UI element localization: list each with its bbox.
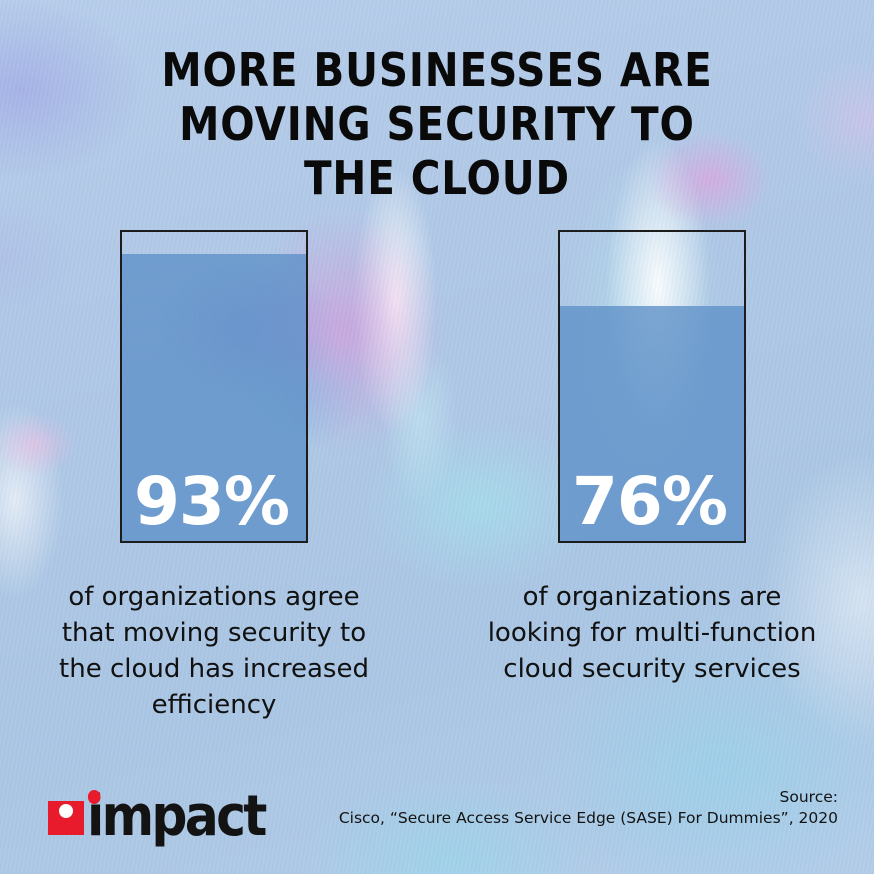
impact-logo-square-icon <box>48 801 84 835</box>
caption-left-line-2: that moving security to <box>61 617 367 648</box>
bar-organizations-looking: 76% <box>558 230 746 543</box>
page-title-line-1: MORE BUSINESSES ARE <box>161 43 713 97</box>
bar-organizations-agree: 93% <box>120 230 308 543</box>
bar-fill-76 <box>560 306 744 541</box>
caption-right: of organizations are looking for multi-f… <box>442 580 862 688</box>
source-attribution: Source: Cisco, “Secure Access Service Ed… <box>339 787 838 829</box>
impact-logo: impact <box>48 789 284 845</box>
source-label: Source: <box>779 788 838 806</box>
caption-left-line-1: of organizations agree <box>68 582 360 612</box>
caption-right-line-2: looking for multi-function <box>487 617 817 648</box>
source-citation: Cisco, “Secure Access Service Edge (SASE… <box>338 808 838 827</box>
caption-right-line-3: cloud security services <box>503 653 801 684</box>
bar-value-label-93: 93% <box>134 463 290 541</box>
impact-logo-square-dot <box>59 804 73 818</box>
caption-left-line-3: the cloud has increased <box>59 653 369 684</box>
page-title-line-2: MOVING SECURITY TO <box>179 96 695 151</box>
impact-logo-i-dot <box>87 790 101 804</box>
caption-left: of organizations agree that moving secur… <box>4 580 424 724</box>
bar-fill-93 <box>122 253 306 541</box>
bar-value-label-76: 76% <box>572 463 728 541</box>
impact-logo-text: impact <box>87 784 267 849</box>
caption-right-line-1: of organizations are <box>522 582 782 612</box>
caption-left-line-4: efficiency <box>151 689 277 720</box>
page-title: MORE BUSINESSES ARE MOVING SECURITY TO T… <box>52 43 821 205</box>
impact-logo-text-wrap: impact <box>87 784 267 849</box>
page-title-line-3: THE CLOUD <box>303 150 571 205</box>
